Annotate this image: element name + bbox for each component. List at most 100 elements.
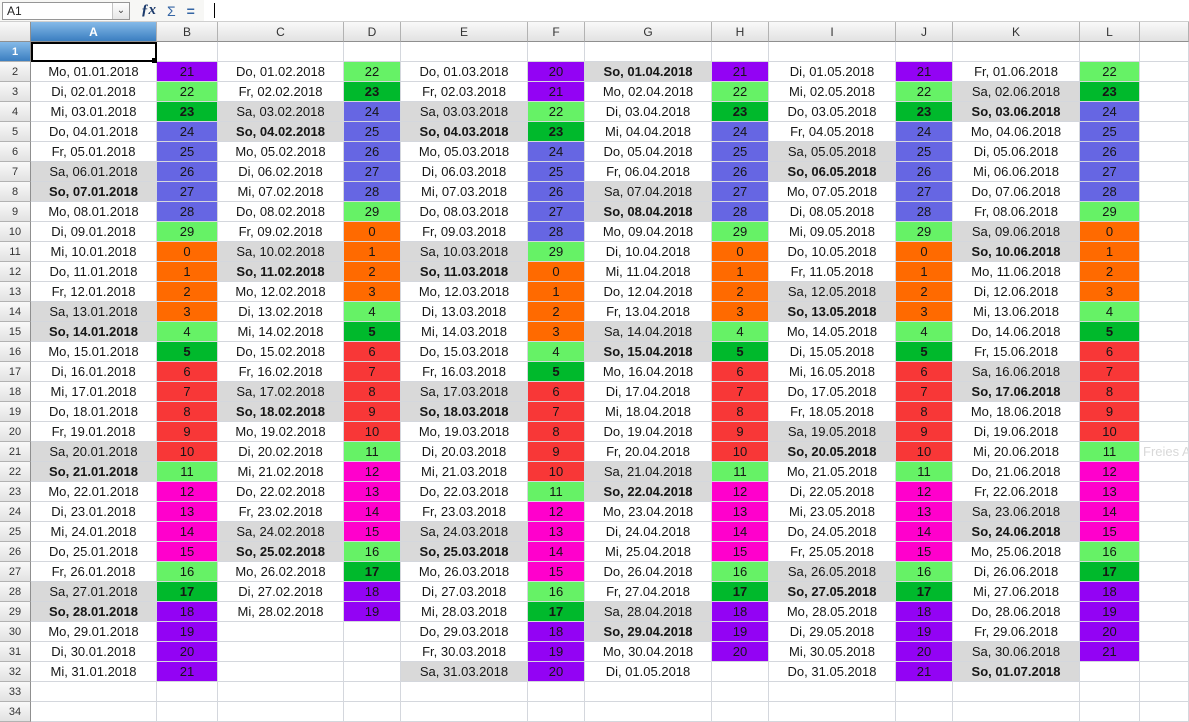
cell-I23[interactable]: Di, 22.05.2018 [769, 482, 896, 502]
cell-F25[interactable]: 13 [528, 522, 585, 542]
cell-G2[interactable]: So, 01.04.2018 [585, 62, 712, 82]
cell-A19[interactable]: Do, 18.01.2018 [31, 402, 157, 422]
cell-B19[interactable]: 8 [157, 402, 218, 422]
row-header-23[interactable]: 23 [0, 482, 31, 502]
row-header-20[interactable]: 20 [0, 422, 31, 442]
cell-D24[interactable]: 14 [344, 502, 401, 522]
cell-D10[interactable]: 0 [344, 222, 401, 242]
cell-C26[interactable]: So, 25.02.2018 [218, 542, 344, 562]
cell-K19[interactable]: Mo, 18.06.2018 [953, 402, 1080, 422]
cell-D3[interactable]: 23 [344, 82, 401, 102]
cell-K17[interactable]: Sa, 16.06.2018 [953, 362, 1080, 382]
cell-F11[interactable]: 29 [528, 242, 585, 262]
cell-A17[interactable]: Di, 16.01.2018 [31, 362, 157, 382]
cell-D11[interactable]: 1 [344, 242, 401, 262]
cell-G17[interactable]: Mo, 16.04.2018 [585, 362, 712, 382]
cell-E2[interactable]: Do, 01.03.2018 [401, 62, 528, 82]
cell-D19[interactable]: 9 [344, 402, 401, 422]
cell-M17[interactable] [1140, 362, 1189, 382]
cell-M9[interactable] [1140, 202, 1189, 222]
cell-F7[interactable]: 25 [528, 162, 585, 182]
cell-E18[interactable]: Sa, 17.03.2018 [401, 382, 528, 402]
cell-G20[interactable]: Do, 19.04.2018 [585, 422, 712, 442]
cell-B21[interactable]: 10 [157, 442, 218, 462]
cell-H28[interactable]: 17 [712, 582, 769, 602]
cell-F8[interactable]: 26 [528, 182, 585, 202]
cell-J17[interactable]: 6 [896, 362, 953, 382]
cell-L4[interactable]: 24 [1080, 102, 1140, 122]
cell-E25[interactable]: Sa, 24.03.2018 [401, 522, 528, 542]
cell-K2[interactable]: Fr, 01.06.2018 [953, 62, 1080, 82]
cell-A23[interactable]: Mo, 22.01.2018 [31, 482, 157, 502]
cell-A6[interactable]: Fr, 05.01.2018 [31, 142, 157, 162]
cell-B14[interactable]: 3 [157, 302, 218, 322]
cell-J33[interactable] [896, 682, 953, 702]
cell-M16[interactable] [1140, 342, 1189, 362]
row-header-5[interactable]: 5 [0, 122, 31, 142]
row-header-33[interactable]: 33 [0, 682, 31, 702]
cell-E7[interactable]: Di, 06.03.2018 [401, 162, 528, 182]
cell-A2[interactable]: Mo, 01.01.2018 [31, 62, 157, 82]
cell-D23[interactable]: 13 [344, 482, 401, 502]
cell-A27[interactable]: Fr, 26.01.2018 [31, 562, 157, 582]
cell-D15[interactable]: 5 [344, 322, 401, 342]
cell-C5[interactable]: So, 04.02.2018 [218, 122, 344, 142]
cell-E23[interactable]: Do, 22.03.2018 [401, 482, 528, 502]
cell-H1[interactable] [712, 42, 769, 62]
cell-A33[interactable] [31, 682, 157, 702]
cell-I22[interactable]: Mo, 21.05.2018 [769, 462, 896, 482]
cell-D25[interactable]: 15 [344, 522, 401, 542]
cell-L18[interactable]: 8 [1080, 382, 1140, 402]
cell-E11[interactable]: Sa, 10.03.2018 [401, 242, 528, 262]
cell-D7[interactable]: 27 [344, 162, 401, 182]
cell-D17[interactable]: 7 [344, 362, 401, 382]
cell-A28[interactable]: Sa, 27.01.2018 [31, 582, 157, 602]
row-header-3[interactable]: 3 [0, 82, 31, 102]
cell-H2[interactable]: 21 [712, 62, 769, 82]
cell-M3[interactable] [1140, 82, 1189, 102]
cell-M29[interactable] [1140, 602, 1189, 622]
cell-E8[interactable]: Mi, 07.03.2018 [401, 182, 528, 202]
cell-J5[interactable]: 24 [896, 122, 953, 142]
cell-M5[interactable] [1140, 122, 1189, 142]
cell-F33[interactable] [528, 682, 585, 702]
cell-L17[interactable]: 7 [1080, 362, 1140, 382]
row-header-7[interactable]: 7 [0, 162, 31, 182]
formula-input[interactable] [203, 0, 1189, 21]
cell-L15[interactable]: 5 [1080, 322, 1140, 342]
cell-J29[interactable]: 18 [896, 602, 953, 622]
row-header-27[interactable]: 27 [0, 562, 31, 582]
row-header-10[interactable]: 10 [0, 222, 31, 242]
cell-E19[interactable]: So, 18.03.2018 [401, 402, 528, 422]
cell-M28[interactable] [1140, 582, 1189, 602]
cell-E30[interactable]: Do, 29.03.2018 [401, 622, 528, 642]
cell-A32[interactable]: Mi, 31.01.2018 [31, 662, 157, 682]
cell-A18[interactable]: Mi, 17.01.2018 [31, 382, 157, 402]
cell-M24[interactable] [1140, 502, 1189, 522]
cell-D9[interactable]: 29 [344, 202, 401, 222]
cell-B13[interactable]: 2 [157, 282, 218, 302]
cell-I16[interactable]: Di, 15.05.2018 [769, 342, 896, 362]
cell-H27[interactable]: 16 [712, 562, 769, 582]
cell-E9[interactable]: Do, 08.03.2018 [401, 202, 528, 222]
cell-F20[interactable]: 8 [528, 422, 585, 442]
cell-D29[interactable]: 19 [344, 602, 401, 622]
cell-B34[interactable] [157, 702, 218, 722]
cell-L27[interactable]: 17 [1080, 562, 1140, 582]
cell-J23[interactable]: 12 [896, 482, 953, 502]
cell-D27[interactable]: 17 [344, 562, 401, 582]
cell-I33[interactable] [769, 682, 896, 702]
cell-D33[interactable] [344, 682, 401, 702]
cell-E34[interactable] [401, 702, 528, 722]
cell-D16[interactable]: 6 [344, 342, 401, 362]
cell-H18[interactable]: 7 [712, 382, 769, 402]
cell-K26[interactable]: Mo, 25.06.2018 [953, 542, 1080, 562]
cell-B32[interactable]: 21 [157, 662, 218, 682]
cell-L23[interactable]: 13 [1080, 482, 1140, 502]
cell-G34[interactable] [585, 702, 712, 722]
cell-C34[interactable] [218, 702, 344, 722]
cell-C1[interactable] [218, 42, 344, 62]
cell-M10[interactable] [1140, 222, 1189, 242]
cell-K28[interactable]: Mi, 27.06.2018 [953, 582, 1080, 602]
sum-icon[interactable]: Σ [167, 2, 176, 19]
